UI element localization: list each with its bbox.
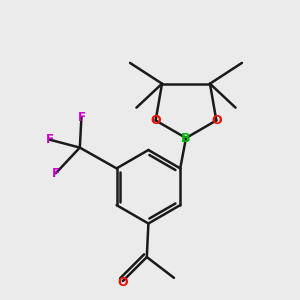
Text: B: B [181,131,191,145]
Text: F: F [46,133,53,146]
Text: F: F [77,111,86,124]
Text: F: F [52,167,60,180]
Text: O: O [117,276,128,289]
Text: O: O [211,114,222,127]
Text: O: O [150,114,161,127]
